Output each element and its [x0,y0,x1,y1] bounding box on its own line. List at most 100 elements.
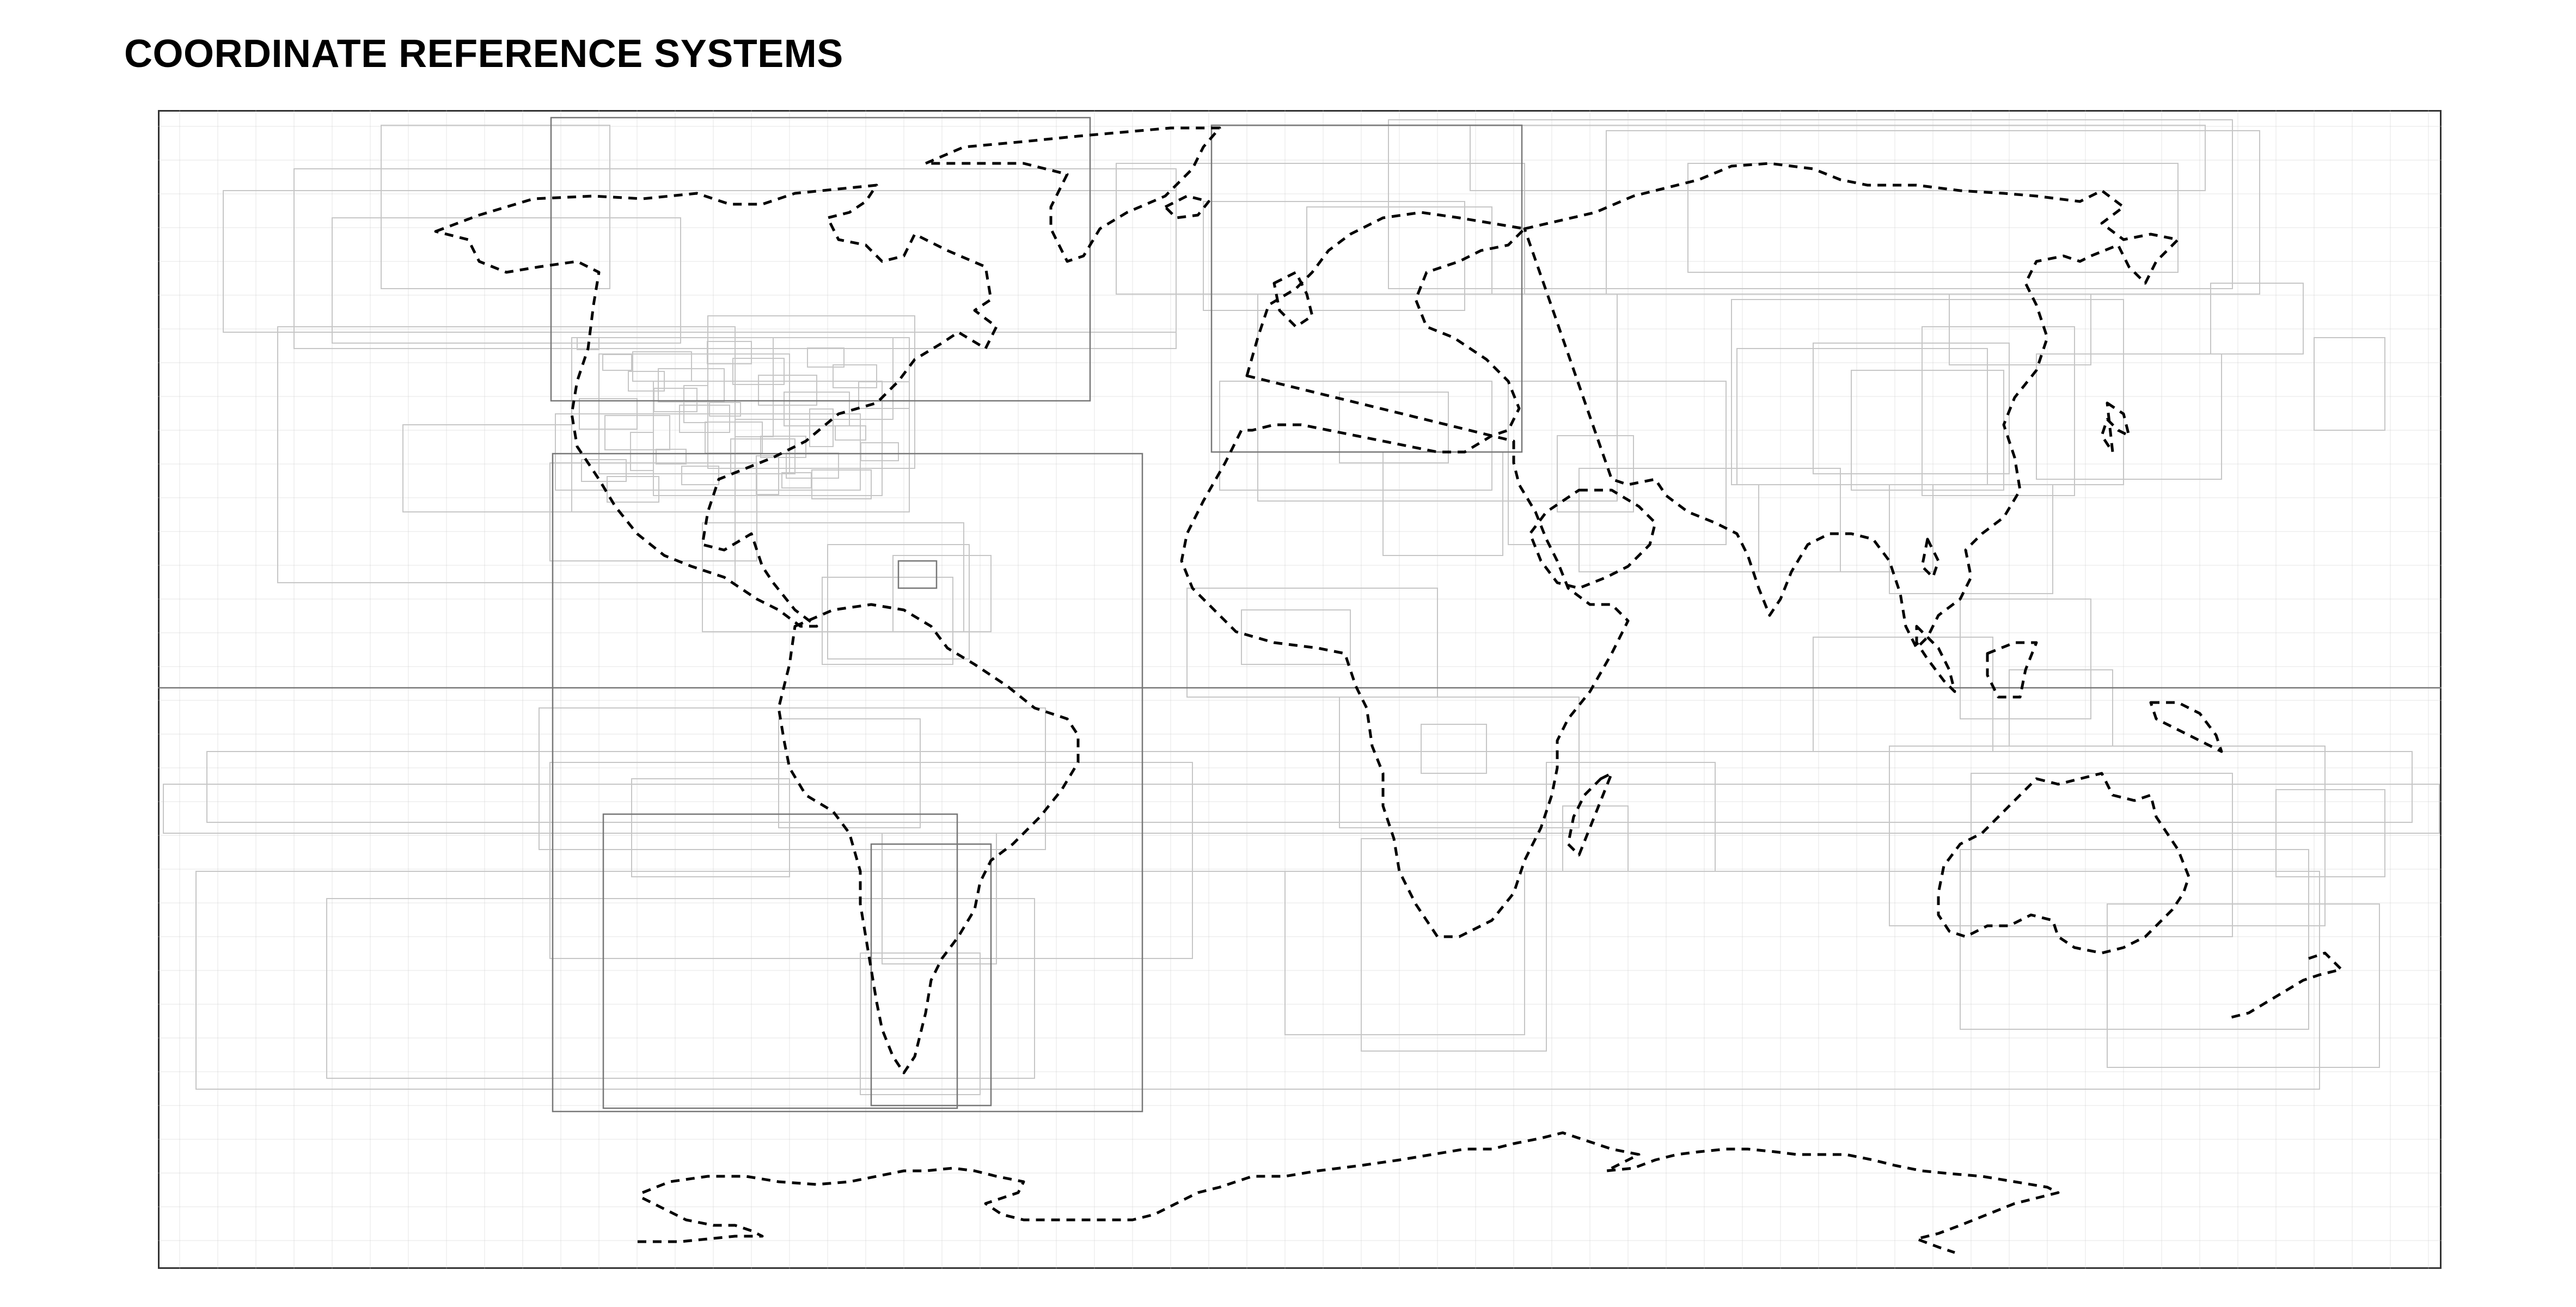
crs-extents-dark [158,117,2442,1113]
crs-extent [833,364,877,388]
crs-extent [2210,283,2304,355]
crs-extent [581,459,627,482]
crs-extent [730,438,796,474]
crs-extent [1257,294,1618,502]
crs-extent [630,432,654,471]
coastline-taiwan [1920,538,1940,579]
crs-extent [709,402,741,417]
crs-extent [1813,637,1993,752]
crs-extent [1960,598,2091,719]
crs-extent [1203,201,1465,311]
crs-extent [681,466,719,485]
crs-extent [2036,353,2222,480]
crs-extent [1284,871,1525,1035]
crs-extent [760,436,806,458]
crs-extent [1241,609,1351,665]
coastline-iceland [1164,194,1210,219]
crs-extent [683,385,708,423]
crs-extent [1578,468,1841,572]
crs-extent [332,217,681,344]
coastline-antarctica [642,1131,2060,1254]
crs-extent [277,326,736,583]
crs-extent [858,381,910,409]
coastline-madagascar [1567,772,1613,857]
crs-extent [1361,838,1547,1052]
crs-extent [326,898,1035,1079]
crs-extent [1922,326,2075,496]
coastline-britain [1272,271,1314,328]
crs-extent [293,168,1177,349]
crs-extent [882,833,997,964]
coastline-japan [2100,401,2131,454]
crs-extent [784,392,850,426]
crs-extent [579,398,638,430]
crs-extent [892,555,992,632]
crs-extent [778,718,921,828]
crs-extent [1382,451,1503,556]
coastline-europe-africa [1180,211,1630,938]
crs-extent [1421,724,1487,774]
crs-extents-faint [163,119,2440,1095]
crs-extent [2275,789,2385,877]
crs-extent [539,707,1046,850]
crs-extent [1971,773,2233,937]
crs-extent [550,117,1091,402]
coastline-asia [1523,162,2180,650]
crs-extent [705,422,763,454]
crs-extent [1470,125,2206,191]
crs-extent [163,784,2440,834]
crs-extent [1687,163,2179,273]
crs-extent [1186,588,1438,698]
crs-extent [223,190,1177,333]
crs-extent [653,388,697,412]
crs-extent [552,453,1143,1113]
crs-extent [607,476,659,503]
crs-extent [1758,484,1933,572]
crs-extent [195,871,2320,1090]
coastline-new-guinea [2149,701,2223,753]
crs-extent [632,351,692,382]
crs-extent [1339,697,1580,828]
coastline-greenland [924,126,1221,263]
crs-extent [860,442,899,461]
crs-extent [1210,124,1523,453]
crs-extent [381,125,610,289]
crs-extent [1562,805,1629,872]
coastline-sumatra [1986,641,2038,699]
crs-extent [602,813,958,1109]
crs-extent [2314,337,2385,431]
page-title: COORDINATE REFERENCE SYSTEMS [124,32,843,76]
coastlines [434,126,2343,1254]
crs-extent [870,843,992,1107]
crs-extent [758,375,817,406]
crs-extent [1889,484,2053,594]
crs-extent [1546,762,1716,872]
crs-extent [206,751,2413,823]
crs-extent [707,341,752,364]
crs-extent [658,368,725,402]
coastline-arabia [1528,488,1657,590]
crs-extent [1339,392,1449,463]
crs-extent [822,577,953,665]
coastline-antarctic-peninsula [637,1196,764,1243]
crs-extent [656,449,687,465]
crs-extent [1606,130,2260,295]
crs-extent [860,952,981,1095]
crs-extent [807,347,845,368]
crs-extent [1557,435,1634,512]
crs-extent [2009,669,2113,747]
crs-extent [1949,294,2091,365]
crs-extent [809,408,834,447]
crs-extent [631,778,790,877]
crs-extent [702,522,964,632]
crs-extent [2107,903,2380,1068]
crs-extent [827,544,970,659]
coastline-borneo-indonesia [1915,625,1956,693]
coastline-new-zealand [2226,951,2343,1020]
world-map [158,110,2442,1269]
crs-extent [735,419,774,437]
map-frame [158,110,2442,1269]
coastline-north-america [434,184,998,628]
crs-extent [756,455,779,495]
crs-extent [835,425,866,441]
